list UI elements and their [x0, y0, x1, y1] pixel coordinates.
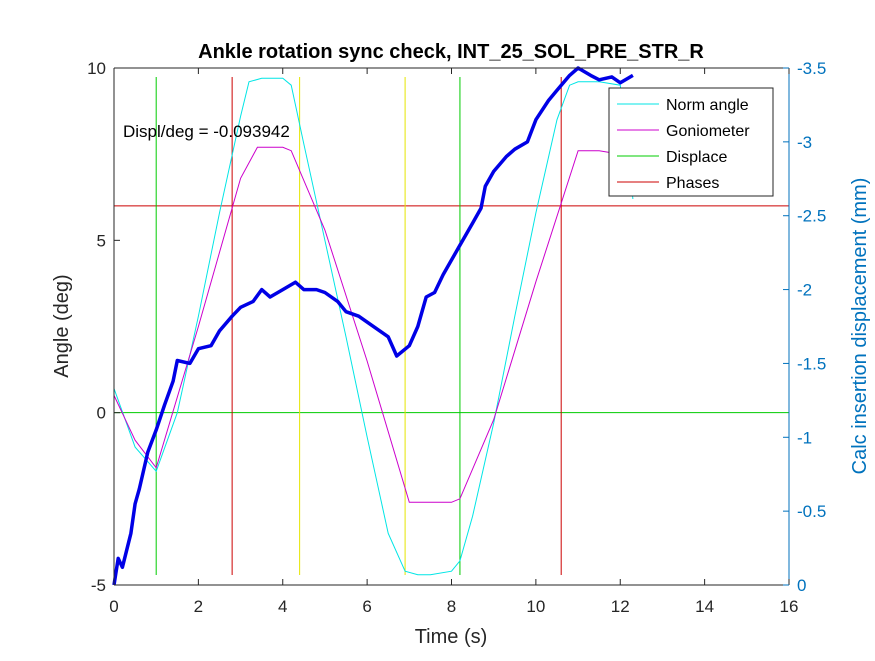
- x-tick-label: 2: [194, 597, 203, 616]
- x-tick-label: 14: [695, 597, 714, 616]
- y-axis-title: Angle (deg): [51, 274, 73, 377]
- series-line-displacement: [112, 66, 634, 586]
- series-line-norm-angle: [113, 77, 634, 576]
- series-line-goniometer: [113, 146, 634, 503]
- legend-label: Displace: [666, 149, 727, 166]
- right-y-tick-label: -2.5: [797, 207, 826, 226]
- x-axis-title: Time (s): [415, 626, 488, 648]
- right-y-tick-label: -2: [797, 281, 812, 300]
- ratio-annotation: Displ/deg = -0.093942: [123, 122, 290, 141]
- right-y-tick-label: -3.5: [797, 59, 826, 78]
- axes-layer: 0 2 4 6 8 10 12 14 16-505100-0.5-1-1.5-2-2.5-3-3…: [87, 59, 826, 616]
- x-tick-label: 10: [526, 597, 545, 616]
- y-tick-label: 10: [87, 59, 106, 78]
- y-tick-label: 0: [97, 404, 106, 423]
- right-y-tick-label: -0.5: [797, 502, 826, 521]
- legend-label: Goniometer: [666, 123, 750, 140]
- legend-box: [608, 87, 774, 197]
- right-y-tick-label: 0: [797, 576, 806, 595]
- data-layer: [112, 66, 789, 586]
- y-tick-label: -5: [91, 576, 106, 595]
- x-tick-label: 6: [362, 597, 371, 616]
- x-tick-label: 0: [109, 597, 118, 616]
- right-y-tick-label: -1.5: [797, 354, 826, 373]
- right-y-axis-title: Calc insertion displacement (mm): [849, 178, 871, 475]
- legend-label: Phases: [666, 175, 719, 192]
- legend-label: Norm angle: [666, 97, 749, 114]
- x-tick-label: 12: [611, 597, 630, 616]
- legend: Norm angle Goniometer Displace Phases: [608, 87, 774, 197]
- right-y-tick-label: -3: [797, 133, 812, 152]
- chart-title: Ankle rotation sync check, INT_25_SOL_PR…: [198, 41, 704, 63]
- y-tick-label: 5: [97, 231, 106, 250]
- x-tick-label: 16: [780, 597, 799, 616]
- right-y-tick-label: -1: [797, 428, 812, 447]
- x-tick-label: 8: [447, 597, 456, 616]
- x-tick-label: 4: [278, 597, 287, 616]
